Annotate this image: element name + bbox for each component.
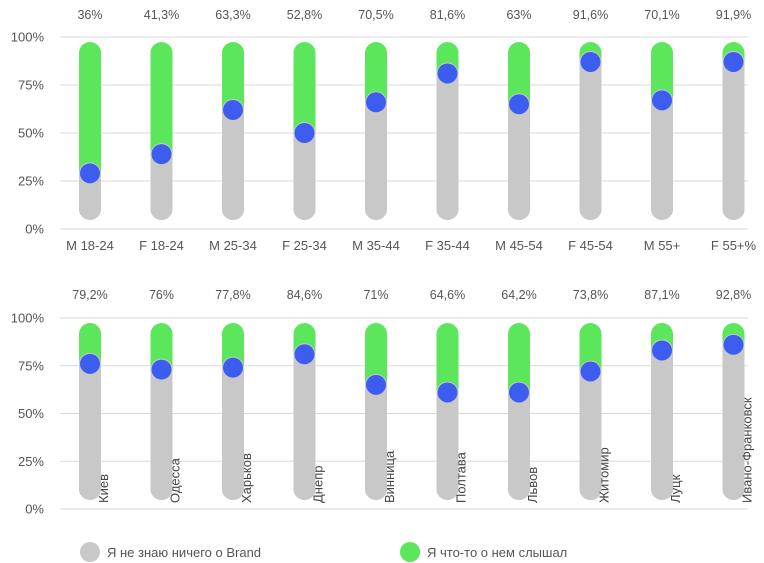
y-tick-label: 100%: [11, 311, 45, 326]
value-marker: [223, 357, 243, 378]
bar-not-know-segment: [222, 356, 244, 500]
legend-swatch: [80, 542, 100, 562]
value-marker: [80, 353, 100, 374]
legend-label: Я не знаю ничего о Brand: [107, 545, 261, 560]
category-label: M 25-34: [209, 238, 257, 253]
value-marker: [80, 163, 100, 184]
value-label: 91,6%: [573, 8, 608, 22]
value-label: 77,8%: [215, 288, 250, 302]
value-marker: [652, 90, 672, 111]
category-label: Харьков: [239, 453, 254, 503]
value-label: 64,2%: [501, 288, 536, 302]
value-marker: [509, 382, 529, 403]
category-label: Полтава: [454, 451, 469, 503]
category-label: M 35-44: [352, 238, 400, 253]
value-label: 63%: [506, 8, 531, 22]
bar-not-know-segment: [579, 360, 602, 500]
category-label: F 55+%: [711, 238, 757, 253]
bar-not-know-segment: [436, 62, 459, 221]
y-tick-label: 75%: [18, 358, 44, 373]
bar-not-know-segment: [79, 352, 101, 500]
y-tick-label: 75%: [18, 78, 44, 93]
category-label: M 45-54: [495, 238, 543, 253]
y-tick-label: 0%: [25, 222, 44, 237]
value-label: 76%: [149, 288, 174, 302]
value-label: 36%: [77, 8, 102, 22]
y-tick-label: 100%: [11, 30, 45, 45]
bar-not-know-segment: [365, 373, 387, 500]
value-label: 87,1%: [644, 288, 679, 302]
bar-not-know-segment: [651, 339, 673, 500]
category-label: F 45-54: [568, 238, 613, 253]
value-label: 73,8%: [573, 288, 608, 302]
value-marker: [580, 361, 601, 382]
bar-not-know-segment: [508, 93, 530, 220]
value-label: 71%: [363, 288, 388, 302]
value-marker: [223, 99, 243, 120]
category-label: Винница: [382, 450, 397, 503]
bar-not-know-segment: [293, 122, 316, 220]
bar-not-know-segment: [222, 98, 244, 220]
value-label: 70,1%: [644, 8, 679, 22]
value-label: 41,3%: [144, 8, 179, 22]
category-label: F 25-34: [282, 238, 327, 253]
bar-not-know-segment: [722, 333, 745, 500]
value-marker: [151, 359, 172, 380]
value-marker: [366, 92, 386, 113]
value-marker: [151, 144, 172, 165]
category-label: Луцк: [668, 474, 683, 503]
value-marker: [437, 382, 458, 403]
value-label: 91,9%: [716, 8, 751, 22]
value-label: 52,8%: [287, 8, 322, 22]
value-label: 64,6%: [430, 288, 465, 302]
value-label: 70,5%: [358, 8, 393, 22]
value-label: 79,2%: [72, 288, 107, 302]
y-tick-label: 50%: [18, 126, 44, 141]
value-marker: [509, 94, 529, 115]
category-label: Днепр: [311, 466, 326, 503]
value-marker: [366, 374, 386, 395]
bar-not-know-segment: [722, 50, 745, 221]
bar-not-know-segment: [436, 381, 459, 500]
category-label: Львов: [525, 467, 540, 503]
value-label: 84,6%: [287, 288, 322, 302]
y-tick-label: 50%: [18, 406, 44, 421]
category-label: Ивано-Франковск: [740, 397, 755, 503]
value-marker: [723, 51, 744, 72]
category-label: Житомир: [597, 447, 612, 503]
category-label: M 18-24: [66, 238, 114, 253]
bar-not-know-segment: [651, 89, 673, 220]
category-label: Одесса: [168, 457, 183, 503]
bar-not-know-segment: [579, 50, 602, 221]
value-marker: [294, 123, 315, 143]
value-marker: [652, 340, 672, 361]
value-label: 92,8%: [716, 288, 751, 302]
value-marker: [723, 334, 744, 355]
legend-label: Я что-то о нем слышал: [427, 545, 567, 560]
y-tick-label: 25%: [18, 174, 44, 189]
value-marker: [437, 63, 458, 84]
value-marker: [580, 51, 601, 72]
category-label: Киев: [96, 474, 111, 503]
value-marker: [294, 344, 315, 365]
category-label: F 35-44: [425, 238, 470, 253]
legend-swatch: [400, 542, 420, 562]
y-tick-label: 0%: [25, 502, 44, 517]
bar-not-know-segment: [508, 381, 530, 500]
value-label: 81,6%: [430, 8, 465, 22]
value-label: 63,3%: [215, 8, 250, 22]
category-label: F 18-24: [139, 238, 184, 253]
bar-not-know-segment: [365, 91, 387, 220]
bar-not-know-segment: [293, 343, 316, 500]
category-label: M 55+: [644, 238, 681, 253]
bar-not-know-segment: [150, 358, 173, 500]
y-tick-label: 25%: [18, 454, 44, 469]
